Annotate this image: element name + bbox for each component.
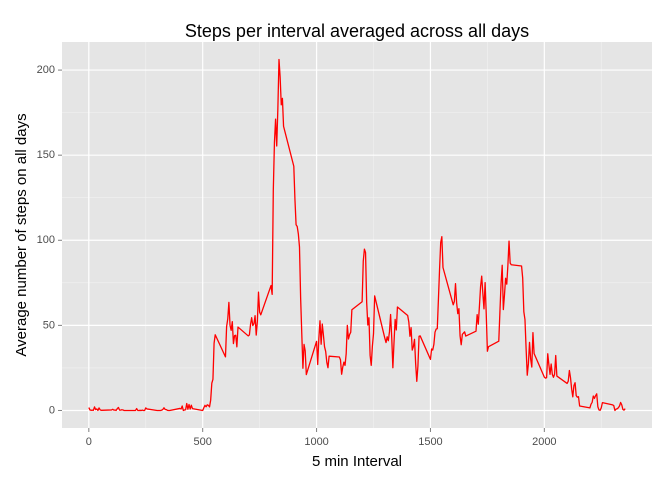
- x-axis-title: 5 min Interval: [312, 453, 402, 470]
- data-line: [88, 58, 626, 412]
- y-tick-label: 100: [37, 234, 55, 246]
- x-tick-label: 1000: [304, 436, 328, 448]
- y-tick-label: 0: [49, 404, 55, 416]
- x-tick-label: 2000: [532, 436, 556, 448]
- y-tick-label: 200: [37, 64, 55, 76]
- x-tick-label: 0: [86, 436, 92, 448]
- y-tick-label: 150: [37, 149, 55, 161]
- chart-title: Steps per interval averaged across all d…: [185, 21, 529, 41]
- x-tick-label: 1500: [418, 436, 442, 448]
- y-axis-title: Average number of steps on all days: [13, 113, 30, 356]
- y-tick-label: 50: [43, 319, 55, 331]
- panel: [62, 42, 652, 428]
- x-tick-label: 500: [194, 436, 212, 448]
